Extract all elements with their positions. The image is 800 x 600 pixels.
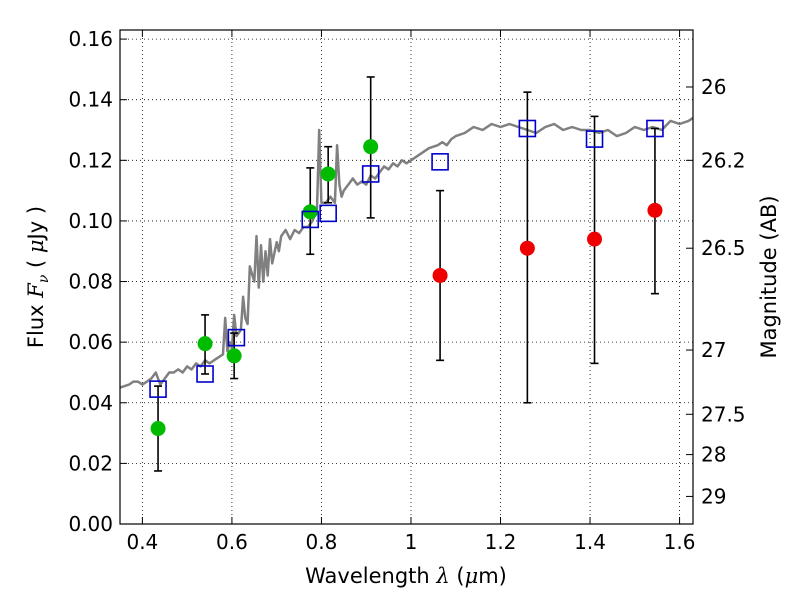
y-tick-label: 0.06 (68, 330, 113, 354)
y-tick-label: 0.12 (68, 148, 113, 172)
green-point (363, 139, 379, 155)
y-tick-label: 0.10 (68, 209, 113, 233)
y2-tick-label: 28 (701, 443, 726, 467)
blue-square (227, 328, 246, 347)
x-tick-label: 1.4 (574, 530, 606, 554)
y2-tick-label: 26 (701, 75, 726, 99)
x-tick-label: 0.8 (306, 530, 338, 554)
x-tick-label: 1 (405, 530, 418, 554)
ticks-layer: 0.4 0.6 0.8 1 1.2 1.4 1.6 0.00 0.02 0.04 0.06 0.08 0… (68, 27, 745, 554)
model-spectrum-line (119, 116, 694, 389)
grid-layer (120, 30, 693, 525)
blue-square (301, 210, 320, 229)
red-point (432, 267, 448, 283)
blue-square (196, 365, 214, 383)
y2-tick-label: 27 (701, 338, 726, 362)
blue-square (646, 119, 664, 138)
model-layer (119, 116, 694, 389)
green-point (150, 421, 166, 437)
blue-square (319, 204, 337, 223)
blue-square (585, 130, 604, 148)
green-point (320, 166, 336, 182)
y-tick-label: 0.02 (68, 451, 113, 475)
red-point (519, 240, 535, 256)
y-tick-label: 0.00 (68, 512, 113, 536)
green-point (226, 348, 242, 364)
blue-square (518, 119, 537, 138)
y2-tick-label: 26.2 (701, 148, 746, 172)
blue-square (361, 165, 380, 183)
plot-frame (119, 29, 694, 525)
y-tick-label: 0.16 (68, 27, 113, 51)
y-tick-label: 0.04 (68, 391, 113, 415)
blue-square (149, 380, 167, 398)
green-point (197, 336, 213, 352)
x-tick-label: 1.2 (485, 530, 517, 554)
x-tick-label: 1.6 (664, 530, 696, 554)
x-axis-title: Wavelength λ (μm) (305, 564, 507, 588)
y-tick-label: 0.14 (68, 88, 113, 112)
x-tick-label: 0.4 (126, 530, 158, 554)
points-layer (149, 76, 664, 472)
y2-tick-label: 26.5 (701, 236, 746, 260)
blue-square (431, 153, 449, 171)
red-point (647, 202, 663, 218)
y2-tick-label: 29 (701, 484, 726, 508)
y2-axis-title: Magnitude (AB) (757, 195, 781, 358)
red-point (587, 231, 603, 247)
y-axis-title: Flux Fν ( μJy ) (24, 206, 52, 348)
x-tick-label: 0.6 (216, 530, 248, 554)
y2-tick-label: 27.5 (701, 402, 746, 426)
y-tick-label: 0.08 (68, 270, 113, 294)
